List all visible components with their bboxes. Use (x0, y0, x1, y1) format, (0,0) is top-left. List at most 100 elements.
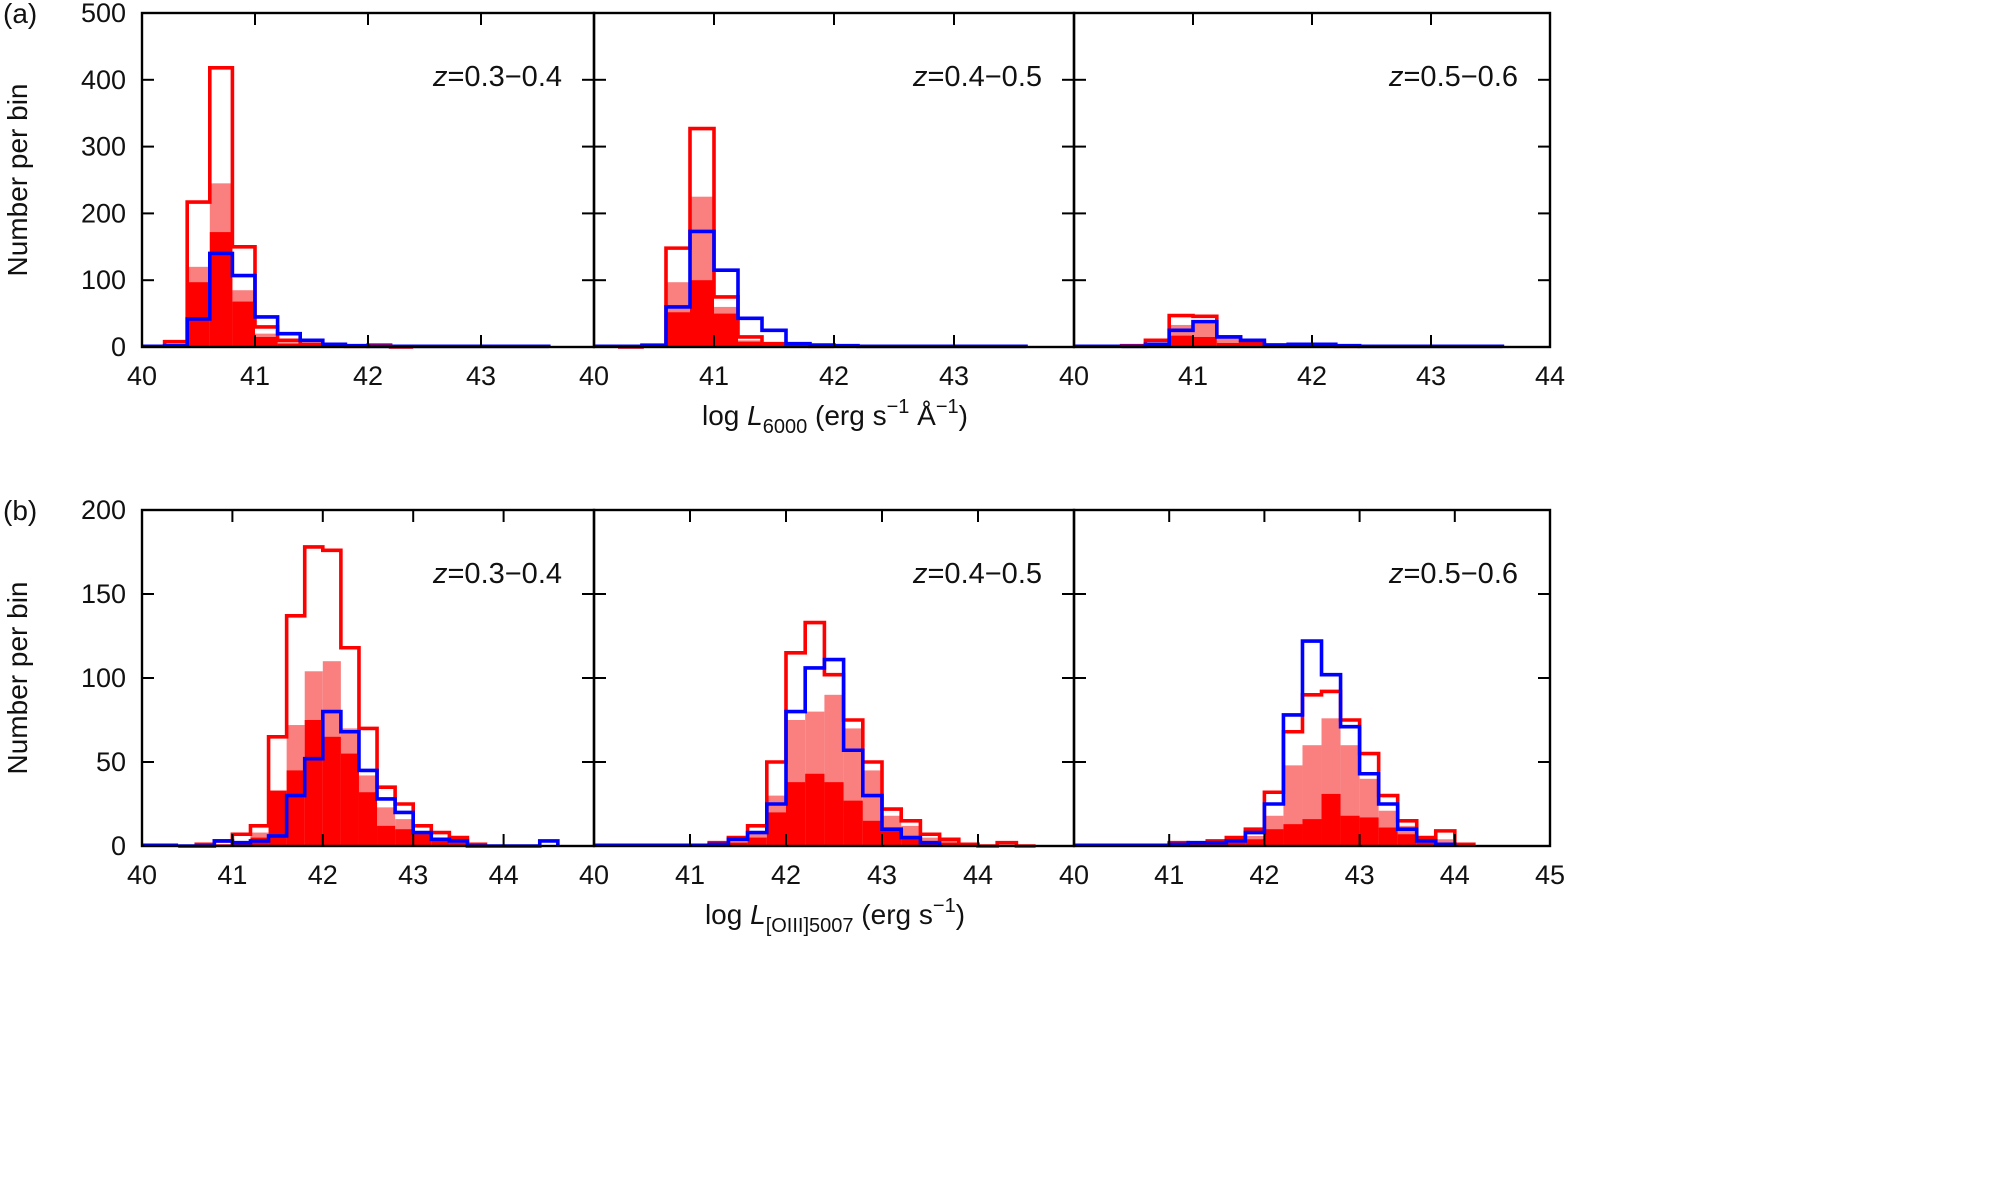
panel-label: (a) (3, 0, 37, 29)
x-tick-label: 42 (1249, 860, 1279, 890)
x-tick-label: 41 (1178, 361, 1208, 391)
dark-fill-bar (1283, 824, 1303, 846)
x-label-superscript-2: −1 (936, 396, 959, 418)
dark-fill-bar (1302, 819, 1322, 846)
blue-outline-series (1167, 639, 1457, 847)
x-label-superscript: −1 (933, 895, 956, 917)
x-tick-label: 41 (240, 361, 270, 391)
redshift-range: =0.4−0.5 (928, 61, 1043, 93)
x-tick-label: 43 (867, 860, 897, 890)
redshift-range: =0.5−0.6 (1404, 61, 1519, 93)
x-label-symbol: L (747, 400, 763, 431)
redshift-label: z=0.4−0.5 (912, 558, 1042, 590)
dark-fill-bar (882, 829, 902, 846)
dark-fill-bar (1340, 815, 1360, 846)
dark-fill-bar (824, 782, 844, 846)
x-tick-label: 44 (489, 860, 519, 890)
subplot-1: 40 41 42 43 44 0 50 100 150 200 z=0.3−0.4 (81, 495, 596, 890)
x-tick-label: 41 (675, 860, 705, 890)
dark-fill-bar (666, 312, 690, 347)
panel-a: (a) Number per bin 40 41 42 43 0 100 200 300 400 50… (2, 0, 1565, 438)
red-outline-series (194, 545, 488, 847)
x-label-close: ) (956, 899, 965, 930)
dark-fill-bar (187, 282, 210, 347)
x-tick-label: 43 (466, 361, 496, 391)
dark-fill-bar (358, 792, 378, 846)
redshift-range: =0.3−0.4 (448, 558, 563, 590)
x-label-symbol: L (750, 899, 766, 930)
y-tick-label: 100 (81, 663, 126, 693)
dark-fill-bar (1193, 336, 1217, 347)
dark-fill-bar (843, 800, 863, 846)
y-tick-label: 0 (111, 831, 126, 861)
dark-fill-bar (277, 343, 301, 347)
x-tick-label: 43 (1345, 860, 1375, 890)
y-tick-label: 200 (81, 495, 126, 525)
dark-fill-bar (862, 820, 882, 846)
y-tick-label: 200 (81, 198, 126, 228)
dark-fill-bar (413, 834, 432, 846)
dark-fill-bar (286, 770, 305, 846)
dark-fill-bar (690, 280, 714, 347)
dark-fill-bar (1216, 342, 1241, 347)
x-tick-label: 40 (127, 361, 157, 391)
x-tick-label: 43 (1416, 361, 1446, 391)
y-axis-label: Number per bin (2, 582, 33, 775)
dark-fill-bar (232, 301, 255, 347)
dark-fill-bar (738, 341, 762, 347)
dark-fill-bar (805, 773, 825, 846)
x-tick-label: 44 (963, 860, 993, 890)
dark-fill-bar (1169, 335, 1193, 347)
x-tick-label: 40 (1059, 860, 1089, 890)
dark-fill-bar (255, 336, 278, 347)
x-label-units: (erg s (807, 400, 886, 431)
y-tick-label: 400 (81, 65, 126, 95)
x-tick-label: 44 (1535, 361, 1565, 391)
dark-fill-bar (901, 835, 921, 846)
dark-fill-bar (377, 825, 396, 846)
dark-fill-bar (714, 313, 738, 347)
x-tick-label: 41 (699, 361, 729, 391)
y-tick-label: 500 (81, 0, 126, 28)
y-axis-label: Number per bin (2, 84, 33, 277)
blue-outline-series (707, 657, 942, 847)
x-tick-label: 41 (217, 860, 247, 890)
y-tick-label: 50 (96, 747, 126, 777)
red-outline-series (1119, 313, 1362, 349)
dark-fill-bar (1321, 793, 1341, 846)
panel-b: (b) Number per bin 40 41 42 43 44 0 50 100 150 200 z… (2, 495, 1565, 937)
x-label-angstrom: Å (909, 400, 936, 431)
x-label-superscript: −1 (887, 396, 910, 418)
dark-fill-bar (322, 736, 341, 846)
x-axis-label: log L[OIII]5007 (erg s−1) (705, 895, 965, 937)
redshift-label: z=0.5−0.6 (1388, 61, 1518, 93)
redshift-label: z=0.4−0.5 (912, 61, 1042, 93)
dark-fill-bar (304, 720, 323, 846)
x-label-units: (erg s (854, 899, 933, 930)
redshift-label: z=0.3−0.4 (432, 61, 562, 93)
subplot-3: 40 41 42 43 44 z=0.5−0.6 (1059, 11, 1565, 391)
x-tick-label: 40 (1059, 361, 1089, 391)
subplot-2: 40 41 42 43 44 z=0.4−0.5 (579, 508, 1076, 890)
dark-fill-bar (728, 842, 748, 846)
y-tick-label: 100 (81, 265, 126, 295)
x-tick-label: 40 (579, 361, 609, 391)
x-tick-label: 43 (398, 860, 428, 890)
dark-fill-bar (268, 790, 287, 846)
x-label-prefix: log (702, 400, 747, 431)
subplot-3: 40 41 42 43 44 45 z=0.5−0.6 (1059, 508, 1565, 890)
dark-fill-bar (766, 812, 786, 846)
dark-fill-bar (1416, 842, 1436, 846)
dark-fill-bar (340, 753, 359, 846)
dark-fill-bar (1264, 829, 1284, 846)
redshift-symbol: z (432, 61, 448, 93)
dark-fill-bar (431, 840, 450, 846)
redshift-range: =0.3−0.4 (448, 61, 563, 93)
dark-fill-bar (1226, 842, 1246, 846)
redshift-label: z=0.5−0.6 (1388, 558, 1518, 590)
redshift-symbol: z (1388, 558, 1404, 590)
subplot-2: 40 41 42 43 z=0.4−0.5 (579, 11, 1076, 391)
x-tick-label: 42 (1297, 361, 1327, 391)
x-label-subscript: [OIII]5007 (766, 915, 854, 937)
